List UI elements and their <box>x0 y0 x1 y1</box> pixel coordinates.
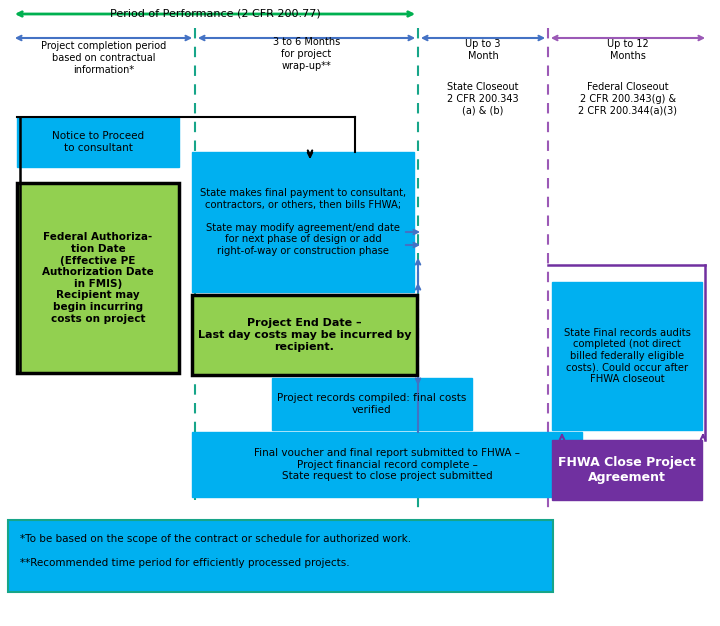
Bar <box>192 432 582 497</box>
Text: Federal Authoriza-
tion Date
(Effective PE
Authorization Date
in FMIS)
Recipient: Federal Authoriza- tion Date (Effective … <box>42 232 154 324</box>
Text: *To be based on the scope of the contract or schedule for authorized work.: *To be based on the scope of the contrac… <box>20 534 411 544</box>
Text: State Closeout
2 CFR 200.343
(a) & (b): State Closeout 2 CFR 200.343 (a) & (b) <box>447 82 519 115</box>
Text: Final voucher and final report submitted to FHWA –
Project financial record comp: Final voucher and final report submitted… <box>254 448 520 481</box>
Bar <box>552 282 702 430</box>
Text: Project End Date –
Last day costs may be incurred by
recipient.: Project End Date – Last day costs may be… <box>198 319 411 352</box>
Text: Project completion period
based on contractual
information*: Project completion period based on contr… <box>41 41 166 74</box>
Text: Up to 3
Month: Up to 3 Month <box>465 39 500 61</box>
Bar <box>192 152 414 292</box>
Text: Up to 12
Months: Up to 12 Months <box>607 39 649 61</box>
Bar <box>17 117 179 167</box>
Text: 3 to 6 Months
for project
wrap-up**: 3 to 6 Months for project wrap-up** <box>273 38 340 71</box>
Bar <box>8 520 553 592</box>
Text: **Recommended time period for efficiently processed projects.: **Recommended time period for efficientl… <box>20 558 350 568</box>
Text: Project records compiled: final costs
verified: Project records compiled: final costs ve… <box>277 393 467 415</box>
Bar <box>17 183 179 373</box>
Text: State Final records audits
completed (not direct
billed federally eligible
costs: State Final records audits completed (no… <box>564 328 690 384</box>
Bar <box>192 295 417 375</box>
Text: Federal Closeout
2 CFR 200.343(g) &
2 CFR 200.344(a)(3): Federal Closeout 2 CFR 200.343(g) & 2 CF… <box>578 82 678 115</box>
Bar <box>272 378 472 430</box>
Text: Notice to Proceed
to consultant: Notice to Proceed to consultant <box>52 131 144 153</box>
Text: FHWA Close Project
Agreement: FHWA Close Project Agreement <box>558 456 696 484</box>
Text: State makes final payment to consultant,
contractors, or others, then bills FHWA: State makes final payment to consultant,… <box>200 188 406 256</box>
Text: Period of Performance (2 CFR 200.77): Period of Performance (2 CFR 200.77) <box>109 9 320 19</box>
Bar <box>552 440 702 500</box>
